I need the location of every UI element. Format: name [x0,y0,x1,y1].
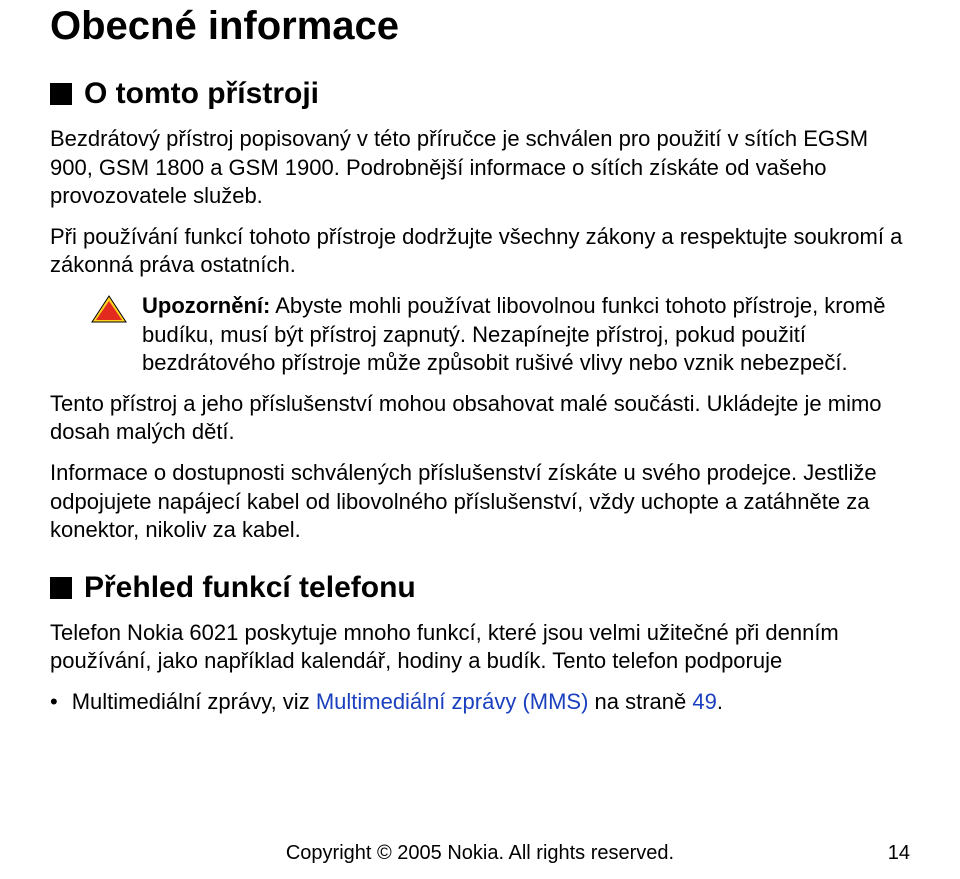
section2-p1: Telefon Nokia 6021 poskytuje mnoho funkc… [50,619,910,676]
mms-link[interactable]: Multimediální zprávy (MMS) [316,689,589,714]
section2-heading-row: Přehled funkcí telefonu [50,571,910,605]
footer-page-number: 14 [888,842,910,865]
bullet-text: Multimediální zprávy, viz Multimediální … [72,688,723,717]
square-bullet-icon [50,83,72,105]
section1-p4: Informace o dostupnosti schválených přís… [50,459,910,545]
section1-p1: Bezdrátový přístroj popisovaný v této př… [50,125,910,211]
footer: Copyright © 2005 Nokia. All rights reser… [0,842,960,865]
warning-label: Upozornění: [142,293,270,318]
section1-p3: Tento přístroj a jeho příslušenství moho… [50,390,910,447]
warning-triangle-icon [90,294,128,329]
bullet-post: . [717,689,723,714]
footer-copyright: Copyright © 2005 Nokia. All rights reser… [0,842,960,865]
bullet-row: • Multimediální zprávy, viz Multimediáln… [50,688,910,717]
page-ref-link[interactable]: 49 [692,689,716,714]
section2-heading: Přehled funkcí telefonu [84,571,416,605]
warning-block: Upozornění: Abyste mohli používat libovo… [90,292,910,378]
section1-heading: O tomto přístroji [84,77,319,111]
page-title: Obecné informace [50,0,910,49]
section1-p2: Při používání funkcí tohoto přístroje do… [50,223,910,280]
bullet-dot-icon: • [50,688,58,717]
section-heading-row: O tomto přístroji [50,77,910,111]
bullet-pre: Multimediální zprávy, viz [72,689,316,714]
bullet-mid: na straně [588,689,692,714]
warning-text: Upozornění: Abyste mohli používat libovo… [142,292,910,378]
square-bullet-icon [50,577,72,599]
